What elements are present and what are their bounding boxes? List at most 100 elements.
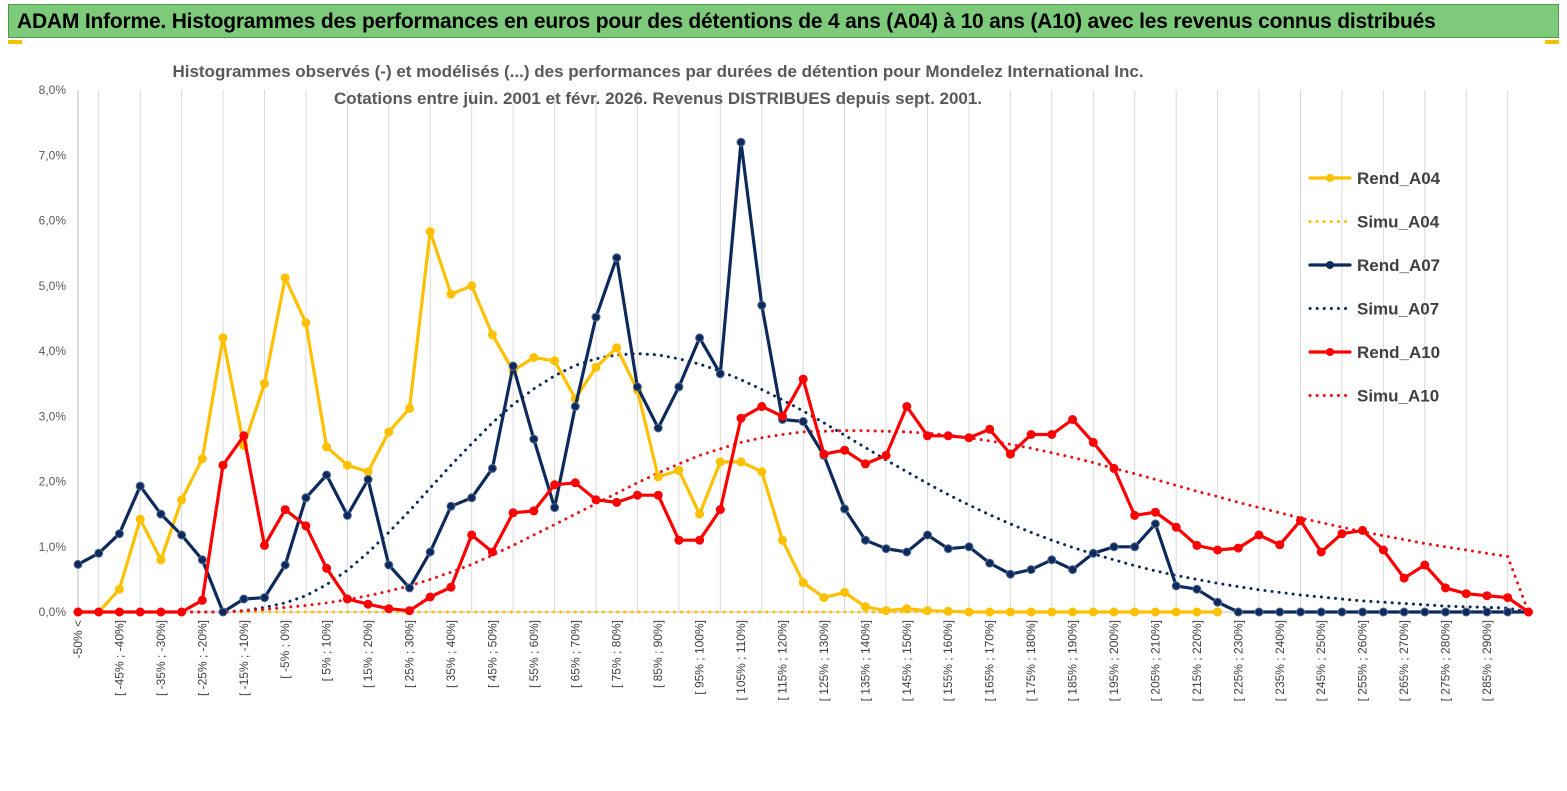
data-point	[260, 593, 269, 603]
data-point	[1171, 607, 1181, 617]
data-point	[1482, 607, 1492, 617]
report-banner: ADAM Informe. Histogrammes des performan…	[8, 4, 1559, 38]
legend-item-Simu_A10: Simu_A10	[1308, 387, 1439, 406]
data-point	[985, 424, 995, 434]
data-point	[529, 353, 539, 362]
data-point	[135, 607, 145, 617]
data-point	[1399, 573, 1409, 583]
y-tick-label: 6,0%	[39, 214, 67, 228]
data-point	[405, 403, 414, 413]
data-point	[674, 465, 684, 475]
data-point	[301, 493, 311, 503]
y-tick-label: 3,0%	[39, 409, 67, 423]
data-point	[695, 535, 705, 545]
data-point	[881, 606, 891, 616]
data-point	[467, 530, 477, 540]
data-point	[508, 508, 518, 518]
data-point	[529, 506, 539, 516]
data-point	[923, 530, 932, 540]
data-point	[964, 542, 974, 552]
data-point	[570, 478, 580, 488]
data-point	[239, 594, 249, 604]
data-point	[1441, 583, 1450, 593]
data-point	[550, 356, 560, 366]
data-point	[736, 137, 746, 147]
data-point	[1213, 597, 1223, 607]
data-point	[881, 544, 891, 554]
x-tick-label: [ 85% ; 90%]	[651, 620, 665, 688]
data-point	[260, 540, 269, 550]
data-point	[487, 547, 497, 557]
y-tick-label: 1,0%	[39, 540, 67, 554]
data-point	[1005, 607, 1015, 617]
y-tick-label: 8,0%	[39, 83, 67, 97]
x-tick-label: [ 125% ; 130%]	[817, 620, 831, 701]
x-tick-label: [ 265% ; 270%]	[1397, 620, 1411, 701]
legend-label: Simu_A04	[1357, 213, 1440, 232]
data-point	[114, 607, 124, 617]
data-point	[1068, 607, 1078, 617]
data-point	[280, 560, 290, 570]
data-point	[632, 382, 642, 392]
legend: Rend_A04 Simu_A04 Rend_A07 Simu_A07 Rend_A10…	[1308, 169, 1441, 406]
data-point	[1461, 607, 1471, 617]
data-point	[985, 558, 995, 568]
data-point	[156, 607, 166, 617]
data-point	[1047, 555, 1057, 565]
data-point	[653, 472, 663, 482]
data-point	[363, 475, 373, 484]
data-point	[1441, 607, 1450, 617]
data-point	[840, 504, 850, 514]
legend-label: Rend_A04	[1357, 169, 1441, 188]
x-tick-label: [ 145% ; 150%]	[900, 620, 914, 701]
data-point	[1068, 415, 1078, 424]
data-point	[1399, 607, 1409, 617]
x-tick-label: [ 155% ; 160%]	[941, 620, 955, 701]
data-point	[1358, 607, 1368, 617]
x-tick-label: [ 115% ; 120%]	[775, 620, 789, 701]
x-tick-label: [ 35% ; 40%]	[444, 620, 458, 688]
data-point	[902, 402, 912, 411]
data-point	[322, 470, 332, 480]
data-point	[1503, 607, 1513, 617]
data-point	[135, 514, 145, 524]
data-point	[612, 343, 622, 353]
data-point	[1130, 510, 1140, 520]
legend-item-Simu_A04: Simu_A04	[1308, 213, 1440, 232]
data-point	[197, 555, 207, 565]
data-point	[177, 530, 187, 540]
data-point	[591, 495, 601, 505]
data-point	[550, 480, 560, 490]
data-point	[591, 362, 601, 372]
data-point	[964, 607, 974, 617]
legend-item-Rend_A10: Rend_A10	[1308, 343, 1440, 362]
data-point	[840, 587, 850, 597]
data-point	[94, 548, 104, 558]
data-point	[301, 318, 311, 328]
x-tick-label: [ 75% ; 80%]	[610, 620, 624, 688]
data-point	[1150, 507, 1160, 517]
y-tick-label: 5,0%	[39, 279, 67, 293]
data-point	[487, 330, 497, 340]
data-point	[902, 604, 912, 614]
legend-marker	[1326, 261, 1334, 269]
x-tick-label: [ 215% ; 220%]	[1190, 620, 1204, 701]
data-point	[1130, 607, 1140, 617]
data-point	[1254, 607, 1264, 617]
data-point	[612, 253, 622, 263]
legend-item-Simu_A07: Simu_A07	[1308, 300, 1439, 319]
x-tick-label: -50% <	[71, 620, 85, 658]
data-point	[467, 493, 477, 503]
corner-mark-left	[8, 40, 22, 44]
data-point	[1192, 584, 1202, 594]
data-point	[94, 607, 104, 617]
data-point	[1316, 607, 1326, 617]
x-tick-label: [ 285% ; 290%]	[1480, 620, 1494, 701]
data-point	[570, 402, 580, 411]
y-tick-label: 2,0%	[39, 475, 67, 489]
chart-subtitle: Cotations entre juin. 2001 et févr. 2026…	[334, 89, 982, 108]
data-point	[322, 442, 332, 452]
data-point	[342, 594, 352, 604]
data-point	[280, 273, 290, 283]
data-point	[695, 333, 705, 343]
